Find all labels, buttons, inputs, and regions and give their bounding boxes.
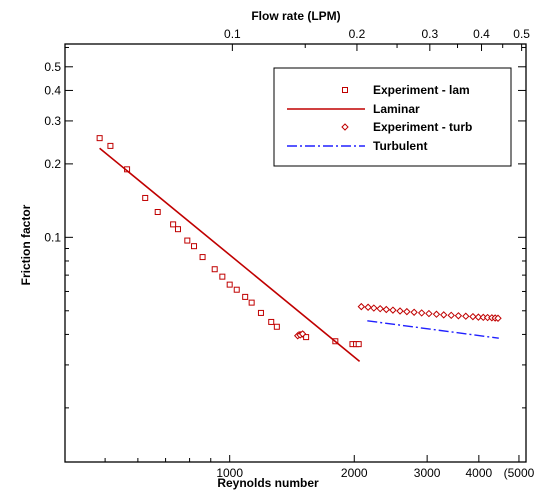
y-axis-title: Friction factor xyxy=(19,204,33,285)
data-point-turb xyxy=(376,304,384,313)
x2-tick-label: 0.5 xyxy=(513,27,530,41)
data-point-lam xyxy=(107,142,114,149)
data-point-lam xyxy=(191,243,198,250)
y-tick-label: 0.1 xyxy=(44,230,61,244)
data-point-lam xyxy=(233,286,240,293)
data-point-lam xyxy=(273,323,280,330)
axis-ticks xyxy=(65,44,526,462)
x2-tick-label: 0.2 xyxy=(349,27,366,41)
legend-symbol xyxy=(342,87,348,93)
x2-tick-label: 0.4 xyxy=(473,27,490,41)
data-point-lam xyxy=(174,226,181,233)
data-point-lam xyxy=(248,299,255,306)
data-point-turb xyxy=(425,309,433,318)
data-point-turb xyxy=(403,307,411,316)
data-point-turb xyxy=(298,330,307,338)
data-point-turb xyxy=(469,312,477,321)
data-point-lam xyxy=(303,334,310,341)
data-point-turb xyxy=(432,310,441,318)
data-point-turb xyxy=(474,313,483,321)
data-point-turb xyxy=(357,302,366,311)
legend-symbol xyxy=(341,123,349,131)
y-tick-label: 0.5 xyxy=(44,60,61,74)
x2-tick-label: 0.1 xyxy=(224,27,241,41)
y-tick-label: 0.3 xyxy=(44,114,61,128)
series-line-2 xyxy=(99,147,361,363)
data-point-lam xyxy=(219,273,226,280)
x2-tick-label: 0.3 xyxy=(421,27,438,41)
plot-frame xyxy=(64,43,527,463)
data-point-turb xyxy=(494,314,502,322)
x2-axis-title: Flow rate (LPM) xyxy=(251,9,340,23)
data-point-lam xyxy=(142,194,149,201)
x-tick-label: (5000 xyxy=(504,466,535,480)
legend-label: Experiment - lam xyxy=(373,83,470,97)
data-point-lam xyxy=(211,266,218,273)
data-point-lam xyxy=(154,209,161,216)
legend-box xyxy=(273,67,512,167)
legend-label: Experiment - turb xyxy=(373,120,472,134)
legend-label: Turbulent xyxy=(373,139,427,153)
axis-tick-labels: 1000 2000 3000 4000 (5000 0.1 0.2 0.3 0.4 0.5 0.1 0… xyxy=(44,27,534,480)
legend: Experiment - lam Laminar Experiment - turb… xyxy=(273,67,512,167)
x-tick-label: 3000 xyxy=(414,466,441,480)
data-point-turb xyxy=(364,303,372,311)
series-line-4 xyxy=(367,320,499,339)
data-point-lam xyxy=(242,293,249,300)
data-marks xyxy=(96,135,502,363)
data-point-lam xyxy=(96,135,103,142)
data-point-lam xyxy=(355,341,362,348)
x-tick-label: 2000 xyxy=(341,466,368,480)
data-point-turb xyxy=(389,306,397,314)
data-point-lam xyxy=(184,237,191,244)
data-point-lam xyxy=(199,254,206,261)
data-point-turb xyxy=(382,305,390,314)
data-point-turb xyxy=(454,312,463,320)
y-tick-label: 0.4 xyxy=(44,83,61,97)
x-tick-label: 1000 xyxy=(216,466,243,480)
data-point-turb xyxy=(417,309,426,317)
y-tick-label: 0.2 xyxy=(44,157,61,171)
data-point-turb xyxy=(447,311,455,320)
data-point-turb xyxy=(370,304,378,312)
legend-label: Laminar xyxy=(373,102,420,116)
data-point-lam xyxy=(226,281,233,288)
x-axis-title: Reynolds number xyxy=(217,476,319,490)
data-point-turb xyxy=(440,311,448,319)
data-point-lam xyxy=(257,309,264,316)
x-tick-label: 4000 xyxy=(465,466,492,480)
data-point-turb xyxy=(396,307,404,315)
data-point-lam xyxy=(170,221,177,228)
data-point-turb xyxy=(462,312,470,320)
data-point-turb xyxy=(410,308,418,316)
data-point-lam xyxy=(268,318,275,325)
